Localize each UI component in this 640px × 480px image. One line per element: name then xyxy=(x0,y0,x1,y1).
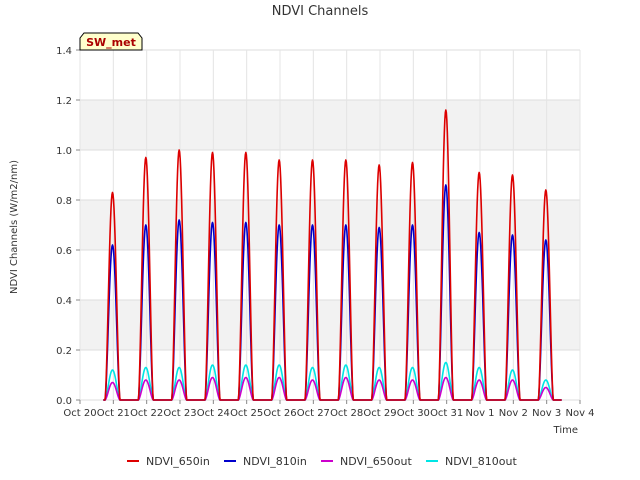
legend-label: NDVI_810in xyxy=(243,455,307,468)
x-tick-label: Oct 22 xyxy=(130,408,163,419)
y-tick-label: 0.4 xyxy=(56,296,72,307)
series-lines xyxy=(103,109,562,401)
series-line-NDVI_650in xyxy=(103,109,562,401)
badge-box xyxy=(79,32,143,51)
x-tick-label: Oct 29 xyxy=(363,408,396,419)
y-tick-label: 0.0 xyxy=(56,396,72,407)
x-tick-label: Oct 21 xyxy=(97,408,130,419)
legend-item-NDVI_650out: NDVI_650out xyxy=(321,455,412,468)
legend: NDVI_650in NDVI_810in NDVI_650out NDVI_810o… xyxy=(127,455,517,468)
x-tick-label: Nov 4 xyxy=(565,408,594,419)
legend-label: NDVI_650out xyxy=(340,455,412,468)
x-tick-label: Oct 28 xyxy=(330,408,363,419)
y-tick-label: 0.6 xyxy=(56,246,72,257)
x-tick-label: Oct 23 xyxy=(163,408,196,419)
y-tick-label: 0.2 xyxy=(56,346,72,357)
x-tick-label: Nov 1 xyxy=(465,408,494,419)
x-tick-label: Oct 27 xyxy=(297,408,330,419)
x-tick-label: Nov 2 xyxy=(499,408,528,419)
x-tick-label: Oct 31 xyxy=(430,408,463,419)
x-tick-label: Oct 20 xyxy=(63,408,96,419)
y-axis: 0.0 0.2 0.4 0.6 0.8 1.0 1.2 1.4 xyxy=(56,46,80,407)
plot-band xyxy=(80,300,580,350)
y-axis-label: NDVI Channels (W/m2/nm) xyxy=(9,160,20,294)
x-tick-label: Oct 26 xyxy=(263,408,296,419)
chart-title: NDVI Channels xyxy=(272,4,369,19)
station-badge: SW_met xyxy=(79,32,143,51)
x-tick-label: Oct 25 xyxy=(230,408,263,419)
badge-label: SW_met xyxy=(86,36,136,49)
y-tick-label: 1.2 xyxy=(56,96,72,107)
y-tick-label: 0.8 xyxy=(56,196,72,207)
legend-item-NDVI_650in: NDVI_650in xyxy=(127,455,210,468)
legend-item-NDVI_810in: NDVI_810in xyxy=(224,455,307,468)
plot-band xyxy=(80,100,580,150)
y-tick-label: 1.4 xyxy=(56,46,72,57)
legend-label: NDVI_650in xyxy=(146,455,210,468)
legend-item-NDVI_810out: NDVI_810out xyxy=(426,455,517,468)
x-tick-label: Nov 3 xyxy=(532,408,561,419)
plot-area xyxy=(80,50,580,400)
y-tick-label: 1.0 xyxy=(56,146,72,157)
plot-band xyxy=(80,200,580,250)
legend-label: NDVI_810out xyxy=(445,455,517,468)
x-tick-label: Oct 24 xyxy=(197,408,230,419)
x-tick-label: Oct 30 xyxy=(397,408,430,419)
x-axis: Oct 20 Oct 21 Oct 22 Oct 23 Oct 24 Oct 25 Oct … xyxy=(63,400,595,419)
x-axis-label: Time xyxy=(553,425,578,436)
